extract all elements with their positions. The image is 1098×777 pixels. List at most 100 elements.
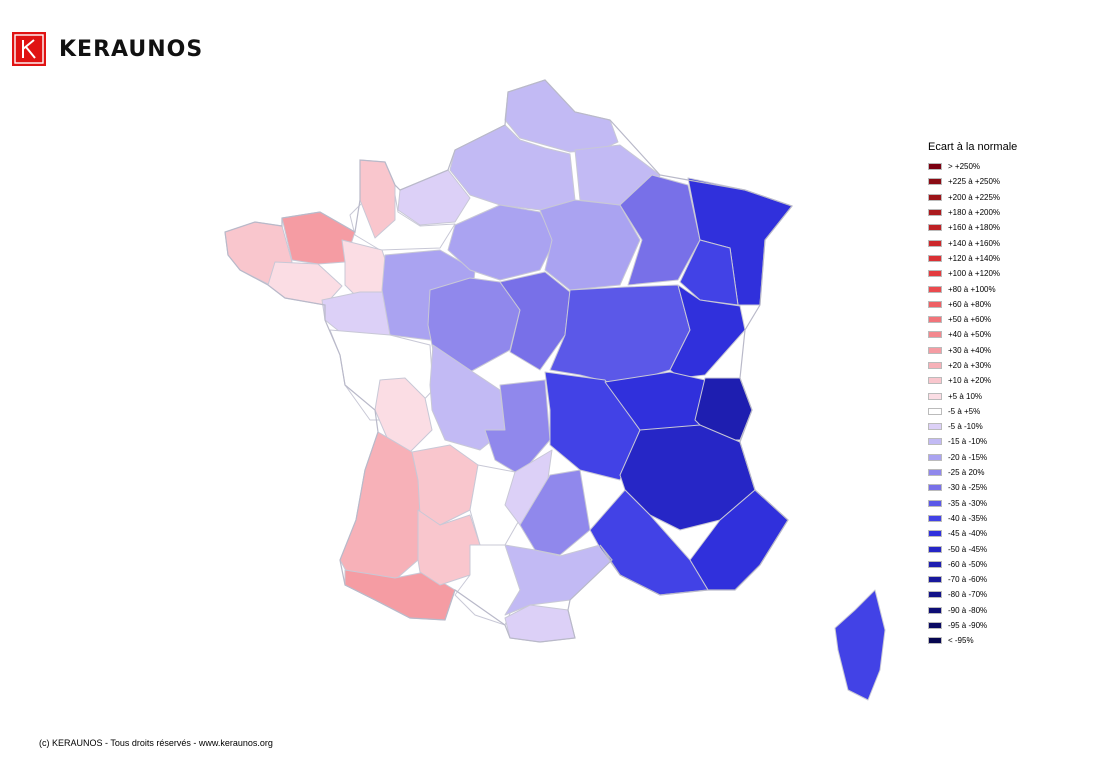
legend-item: -40 à -35% bbox=[928, 511, 1017, 526]
legend-swatch bbox=[928, 193, 942, 201]
legend-label: -80 à -70% bbox=[948, 590, 988, 600]
legend-label: -30 à -25% bbox=[948, 483, 988, 493]
legend-label: +10 à +20% bbox=[948, 376, 992, 386]
region-herault-aude bbox=[504, 544, 613, 616]
legend-item: -35 à -30% bbox=[928, 496, 1017, 511]
legend-label: +100 à +120% bbox=[948, 269, 1001, 279]
brand-name: KERAUNOS bbox=[59, 36, 204, 62]
legend-item: +60 à +80% bbox=[928, 297, 1017, 312]
legend-swatch bbox=[928, 270, 942, 278]
legend-swatch bbox=[928, 514, 942, 522]
legend-swatch bbox=[928, 209, 942, 217]
legend-label: -25 à 20% bbox=[948, 468, 985, 478]
legend-swatch bbox=[928, 254, 942, 262]
legend-label: -5 à -10% bbox=[948, 422, 983, 432]
legend-swatch bbox=[928, 545, 942, 553]
legend-label: +140 à +160% bbox=[948, 238, 1001, 248]
legend-swatch bbox=[928, 484, 942, 492]
keraunos-logo: KERAUNOS bbox=[12, 32, 203, 66]
legend-item: -20 à -15% bbox=[928, 450, 1017, 465]
legend-swatch bbox=[928, 606, 942, 614]
legend-swatch bbox=[928, 530, 942, 538]
legend-label: -5 à +5% bbox=[948, 406, 981, 416]
legend-item: -50 à -45% bbox=[928, 541, 1017, 556]
legend-label: +30 à +40% bbox=[948, 345, 992, 355]
legend-label: +20 à +30% bbox=[948, 361, 992, 370]
legend-items: > +250% +225 à +250% +200 à +225% +180 à +2… bbox=[928, 159, 1017, 649]
legend-swatch bbox=[928, 178, 942, 186]
legend-item: +180 à +200% bbox=[928, 205, 1017, 220]
legend-item: +40 à +50% bbox=[928, 327, 1017, 342]
legend-label: -50 à -45% bbox=[948, 544, 988, 554]
coastline-outline bbox=[224, 79, 793, 643]
legend-swatch bbox=[928, 316, 942, 324]
legend-label: -70 à -60% bbox=[948, 575, 988, 585]
legend-swatch bbox=[928, 637, 942, 645]
legend-item: -30 à -25% bbox=[928, 480, 1017, 495]
legend-label: +40 à +50% bbox=[948, 330, 992, 340]
region-deux-sevres bbox=[374, 377, 433, 453]
legend-swatch bbox=[928, 423, 942, 431]
legend-swatch bbox=[928, 377, 942, 385]
legend-label: +60 à +80% bbox=[948, 299, 992, 309]
region-alpes bbox=[619, 424, 756, 531]
legend-label: -40 à -35% bbox=[948, 513, 988, 523]
legend-item: -90 à -80% bbox=[928, 603, 1017, 618]
legend-item: < -95% bbox=[928, 633, 1017, 648]
legend-swatch bbox=[928, 622, 942, 630]
legend-swatch bbox=[928, 346, 942, 354]
copyright-footer: (c) KERAUNOS - Tous droits réservés - ww… bbox=[39, 738, 273, 748]
keraunos-logo-icon bbox=[12, 32, 46, 66]
legend-item: -5 à -10% bbox=[928, 419, 1017, 434]
region-limousin-est bbox=[484, 379, 551, 476]
legend-label: +200 à +225% bbox=[948, 192, 1001, 202]
legend-item: +10 à +20% bbox=[928, 373, 1017, 388]
legend-label: -45 à -40% bbox=[948, 529, 988, 539]
legend-title: Ecart à la normale bbox=[928, 141, 1018, 153]
legend-swatch bbox=[928, 469, 942, 477]
legend-item: -5 à +5% bbox=[928, 404, 1017, 419]
legend-swatch bbox=[928, 560, 942, 568]
legend-item: +120 à +140% bbox=[928, 251, 1017, 266]
legend-item: +225 à +250% bbox=[928, 174, 1017, 189]
legend-label: < -95% bbox=[948, 636, 974, 646]
legend-swatch bbox=[928, 362, 942, 369]
legend-item: +140 à +160% bbox=[928, 235, 1017, 250]
legend-item: -15 à -10% bbox=[928, 434, 1017, 449]
legend-label: +50 à +60% bbox=[948, 315, 992, 325]
legend-item: -25 à 20% bbox=[928, 465, 1017, 480]
legend-item: +5 à 10% bbox=[928, 388, 1017, 403]
region-dordogne bbox=[411, 444, 479, 526]
legend-item: +160 à +180% bbox=[928, 220, 1017, 235]
legend-swatch bbox=[928, 576, 942, 584]
legend-item: +100 à +120% bbox=[928, 266, 1017, 281]
legend: Ecart à la normale > +250% +225 à +250% +2… bbox=[928, 141, 1017, 649]
legend-label: +80 à +100% bbox=[948, 284, 996, 294]
legend-swatch bbox=[928, 239, 942, 247]
legend-label: -35 à -30% bbox=[948, 498, 988, 508]
legend-swatch bbox=[928, 300, 942, 308]
legend-item: +200 à +225% bbox=[928, 190, 1017, 205]
legend-swatch bbox=[928, 163, 942, 171]
legend-label: -95 à -90% bbox=[948, 621, 988, 631]
legend-item: +80 à +100% bbox=[928, 281, 1017, 296]
legend-item: -80 à -70% bbox=[928, 587, 1017, 602]
legend-swatch bbox=[928, 331, 942, 339]
region-bourgogne-ouest bbox=[499, 271, 571, 371]
legend-label: > +250% bbox=[948, 162, 981, 172]
legend-swatch bbox=[928, 438, 942, 446]
region-ile-de-france bbox=[447, 204, 556, 281]
legend-swatch bbox=[928, 591, 942, 599]
region-limousin-ouest bbox=[429, 344, 506, 451]
legend-label: +5 à 10% bbox=[948, 391, 983, 401]
legend-label: +160 à +180% bbox=[948, 223, 1001, 233]
legend-label: +120 à +140% bbox=[948, 253, 1001, 263]
region-bourgogne bbox=[549, 284, 691, 386]
legend-label: -20 à -15% bbox=[948, 452, 988, 462]
legend-item: +20 à +30% bbox=[928, 358, 1017, 373]
legend-swatch bbox=[928, 407, 942, 415]
legend-item: > +250% bbox=[928, 159, 1017, 174]
region-corse bbox=[834, 589, 886, 701]
legend-label: -15 à -10% bbox=[948, 437, 988, 447]
legend-swatch bbox=[928, 285, 942, 293]
